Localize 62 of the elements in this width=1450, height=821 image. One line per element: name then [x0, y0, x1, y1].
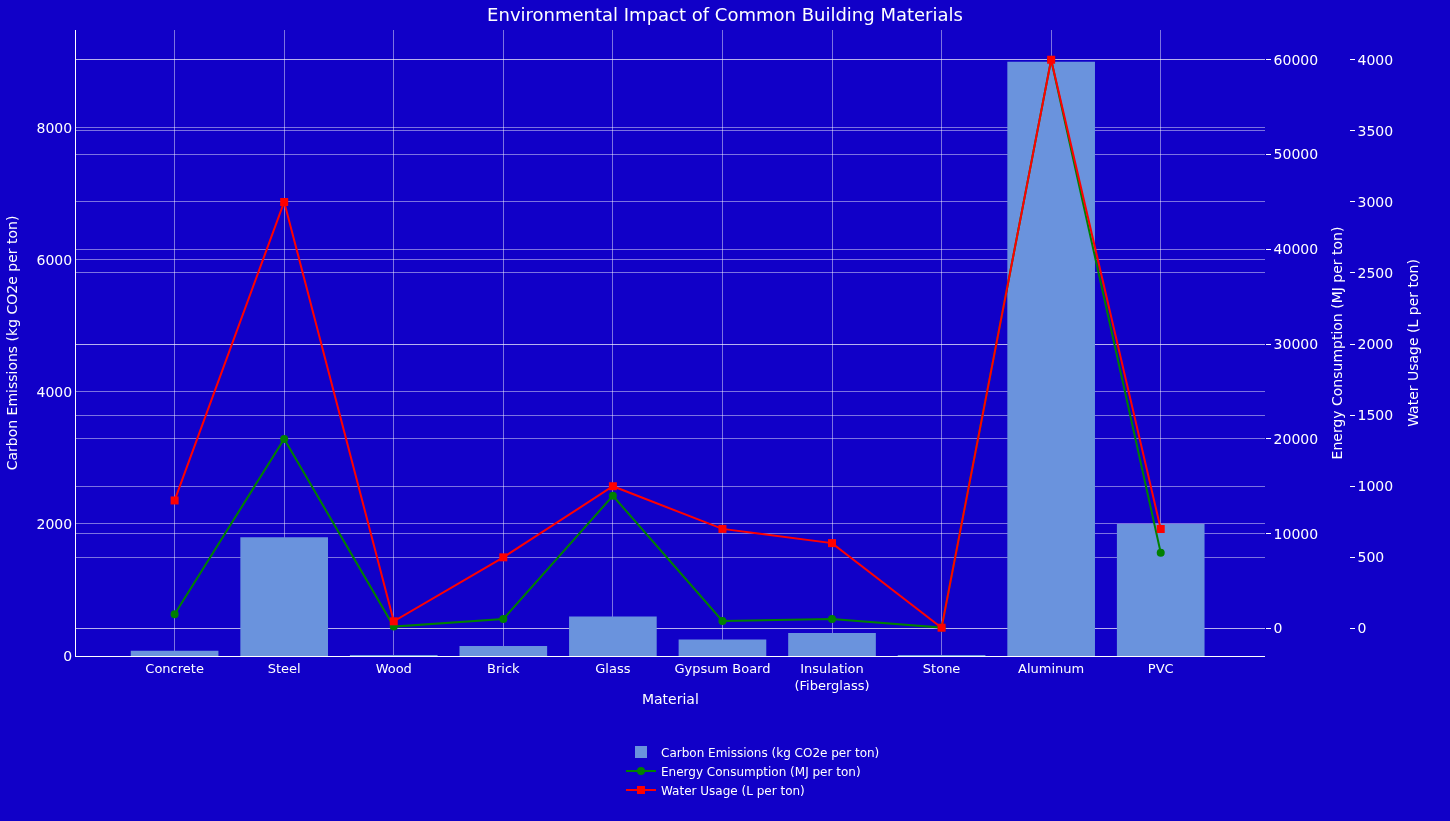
y-tick-label: 8000: [36, 119, 73, 136]
y3-tick-label: 500: [1357, 549, 1385, 566]
point: [499, 553, 508, 562]
y3-tick-label: 3500: [1357, 122, 1394, 139]
bar: [1007, 61, 1095, 656]
x-tick-label: Brick: [487, 660, 521, 676]
x-tick-label: Aluminum: [1018, 660, 1085, 676]
bar: [130, 650, 219, 656]
y-tick-label: 0: [63, 647, 73, 664]
point: [718, 524, 727, 533]
bar: [569, 616, 657, 656]
y2-tick-label: 40000: [1273, 241, 1319, 258]
x-tick-label: Wood: [375, 660, 412, 676]
legend-label: Energy Consumption (MJ per ton): [661, 764, 861, 779]
chart-title: Environmental Impact of Common Building Materials: [487, 3, 963, 25]
y-tick-label: 6000: [36, 251, 73, 268]
point: [170, 496, 179, 505]
x-tick-label: Glass: [595, 660, 631, 676]
point: [1156, 524, 1165, 533]
x-axis-title: Material: [641, 690, 699, 707]
y2-tick-label: 0: [1273, 620, 1283, 637]
point: [608, 482, 617, 491]
x-tick-label: Insulation (Fiberglass): [794, 660, 870, 693]
y2-tick-label: 50000: [1273, 146, 1319, 163]
y-axis-title: Carbon Emissions (kg CO2e per ton): [4, 215, 21, 471]
y-tick-label: 2000: [36, 515, 73, 532]
y3-tick-label: 1000: [1357, 478, 1394, 495]
legend-label: Carbon Emissions (kg CO2e per ton): [661, 745, 880, 760]
y2-axis-title: Energy Consumption (MJ per ton): [1329, 226, 1346, 460]
bar: [459, 646, 548, 656]
point: [608, 491, 617, 500]
y2-tick-label: 30000: [1273, 335, 1319, 352]
point: [170, 610, 179, 619]
point: [280, 434, 289, 443]
x-tick-label: Steel: [267, 660, 301, 676]
y3-tick-label: 2500: [1357, 264, 1394, 281]
y3-tick-label: 0: [1357, 620, 1367, 637]
y3-tick-label: 2000: [1357, 335, 1394, 352]
point: [828, 615, 837, 624]
bar: [240, 537, 329, 656]
y3-tick-label: 3000: [1357, 193, 1394, 210]
y2-tick-label: 20000: [1273, 430, 1319, 447]
x-tick-label: Stone: [922, 660, 961, 676]
point: [499, 615, 508, 624]
bar: [678, 639, 767, 656]
point: [1156, 548, 1165, 557]
y3-tick-label: 1500: [1357, 407, 1394, 424]
y-tick-label: 4000: [36, 383, 73, 400]
x-tick-label: Gypsum Board: [674, 660, 771, 676]
bar: [1116, 523, 1205, 656]
y2-tick-label: 10000: [1273, 525, 1319, 542]
y2-tick-label: 60000: [1273, 51, 1319, 68]
y3-tick-label: 4000: [1357, 51, 1394, 68]
x-tick-label: PVC: [1147, 660, 1174, 676]
x-tick-label: Concrete: [145, 660, 204, 676]
y3-axis-title: Water Usage (L per ton): [1404, 259, 1421, 427]
point: [718, 616, 727, 625]
point: [828, 539, 837, 548]
point: [389, 617, 398, 626]
bar: [788, 632, 876, 656]
legend-label: Water Usage (L per ton): [661, 783, 805, 798]
point: [280, 197, 289, 206]
